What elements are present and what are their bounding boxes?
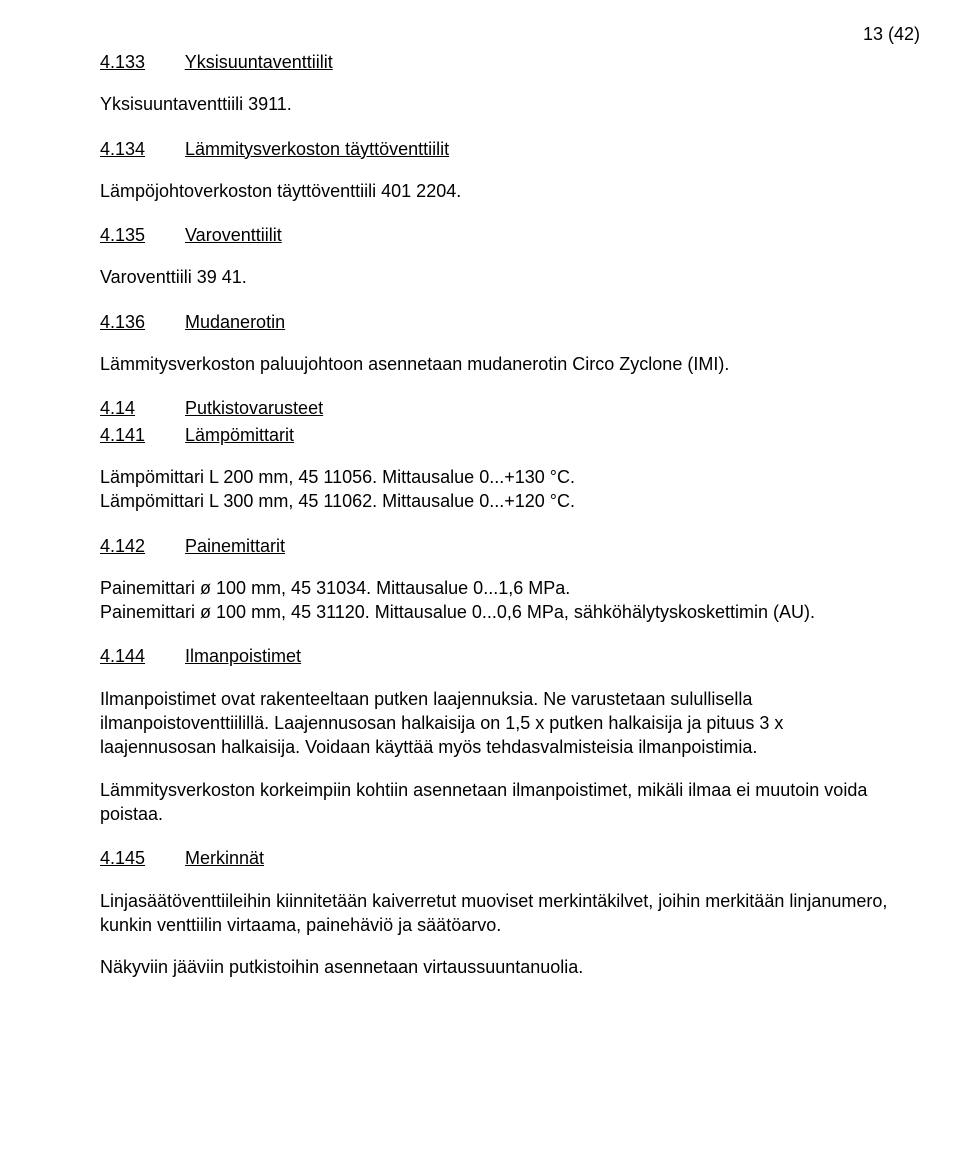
section-heading-4133: 4.133 Yksisuuntaventtiilit — [100, 50, 890, 74]
section-title: Varoventtiilit — [185, 225, 282, 245]
section-title: Lämpömittarit — [185, 425, 294, 445]
section-number: 4.14 — [100, 396, 180, 420]
section-heading-414: 4.14 Putkistovarusteet — [100, 396, 890, 420]
section-title: Merkinnät — [185, 848, 264, 868]
section-heading-4134: 4.134 Lämmitysverkoston täyttöventtiilit — [100, 137, 890, 161]
body-line: Painemittari ø 100 mm, 45 31120. Mittaus… — [100, 602, 815, 622]
section-body: Painemittari ø 100 mm, 45 31034. Mittaus… — [100, 576, 890, 625]
section-heading-4141: 4.141 Lämpömittarit — [100, 423, 890, 447]
section-number: 4.144 — [100, 644, 180, 668]
section-title: Yksisuuntaventtiilit — [185, 52, 333, 72]
section-heading-4142: 4.142 Painemittarit — [100, 534, 890, 558]
section-title: Putkistovarusteet — [185, 398, 323, 418]
page-number: 13 (42) — [863, 22, 920, 46]
section-body: Näkyviin jääviin putkistoihin asennetaan… — [100, 955, 890, 979]
section-heading-4145: 4.145 Merkinnät — [100, 846, 890, 870]
section-number: 4.134 — [100, 137, 180, 161]
section-number: 4.133 — [100, 50, 180, 74]
section-heading-4136: 4.136 Mudanerotin — [100, 310, 890, 334]
body-line: Lämpömittari L 300 mm, 45 11062. Mittaus… — [100, 491, 575, 511]
section-number: 4.142 — [100, 534, 180, 558]
section-number: 4.135 — [100, 223, 180, 247]
section-heading-4135: 4.135 Varoventtiilit — [100, 223, 890, 247]
section-title: Mudanerotin — [185, 312, 285, 332]
section-title: Painemittarit — [185, 536, 285, 556]
section-body: Ilmanpoistimet ovat rakenteeltaan putken… — [100, 687, 890, 760]
section-number: 4.136 — [100, 310, 180, 334]
document-page: 13 (42) 4.133 Yksisuuntaventtiilit Yksis… — [0, 0, 960, 1161]
section-heading-4144: 4.144 Ilmanpoistimet — [100, 644, 890, 668]
section-number: 4.141 — [100, 423, 180, 447]
section-number: 4.145 — [100, 846, 180, 870]
section-body: Lämpömittari L 200 mm, 45 11056. Mittaus… — [100, 465, 890, 514]
section-body: Yksisuuntaventtiili 3911. — [100, 92, 890, 116]
body-line: Painemittari ø 100 mm, 45 31034. Mittaus… — [100, 578, 570, 598]
body-line: Lämpömittari L 200 mm, 45 11056. Mittaus… — [100, 467, 575, 487]
section-body: Lämmitysverkoston paluujohtoon asennetaa… — [100, 352, 890, 376]
section-body: Varoventtiili 39 41. — [100, 265, 890, 289]
section-body: Lämpöjohtoverkoston täyttöventtiili 401 … — [100, 179, 890, 203]
section-body: Lämmitysverkoston korkeimpiin kohtiin as… — [100, 778, 890, 827]
section-title: Ilmanpoistimet — [185, 646, 301, 666]
section-title: Lämmitysverkoston täyttöventtiilit — [185, 139, 449, 159]
section-body: Linjasäätöventtiileihin kiinnitetään kai… — [100, 889, 890, 938]
